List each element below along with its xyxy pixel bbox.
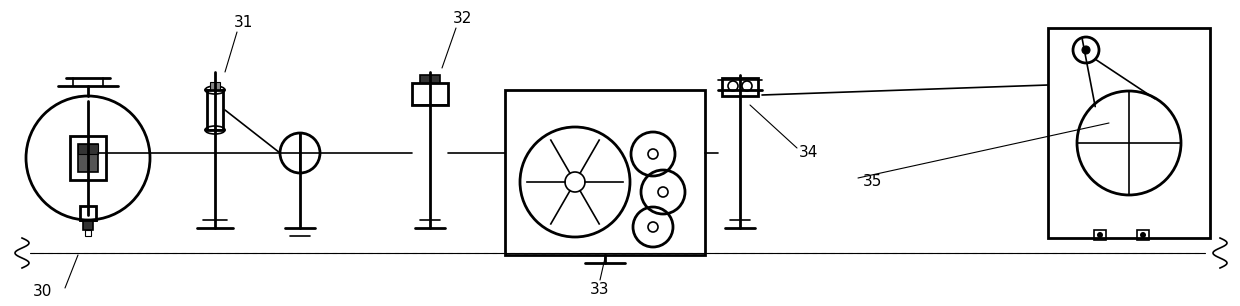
- Bar: [83, 220, 93, 230]
- Bar: [69, 136, 105, 180]
- Bar: [722, 78, 758, 96]
- Bar: [1048, 28, 1210, 238]
- Bar: [420, 75, 440, 83]
- Text: 32: 32: [453, 10, 471, 25]
- Bar: [210, 82, 219, 90]
- Bar: [505, 90, 706, 255]
- Bar: [81, 206, 95, 220]
- Text: 34: 34: [799, 144, 817, 159]
- Bar: [207, 90, 223, 130]
- Bar: [78, 144, 98, 172]
- Text: 33: 33: [590, 282, 610, 297]
- Text: 30: 30: [32, 285, 52, 300]
- Bar: [1094, 230, 1106, 240]
- Circle shape: [1097, 232, 1104, 238]
- Text: 35: 35: [862, 174, 882, 189]
- Text: 31: 31: [233, 14, 253, 29]
- Bar: [412, 83, 448, 105]
- Circle shape: [1083, 46, 1090, 54]
- Circle shape: [1140, 232, 1146, 238]
- Bar: [78, 144, 98, 154]
- Bar: [1137, 230, 1149, 240]
- Bar: [86, 230, 91, 236]
